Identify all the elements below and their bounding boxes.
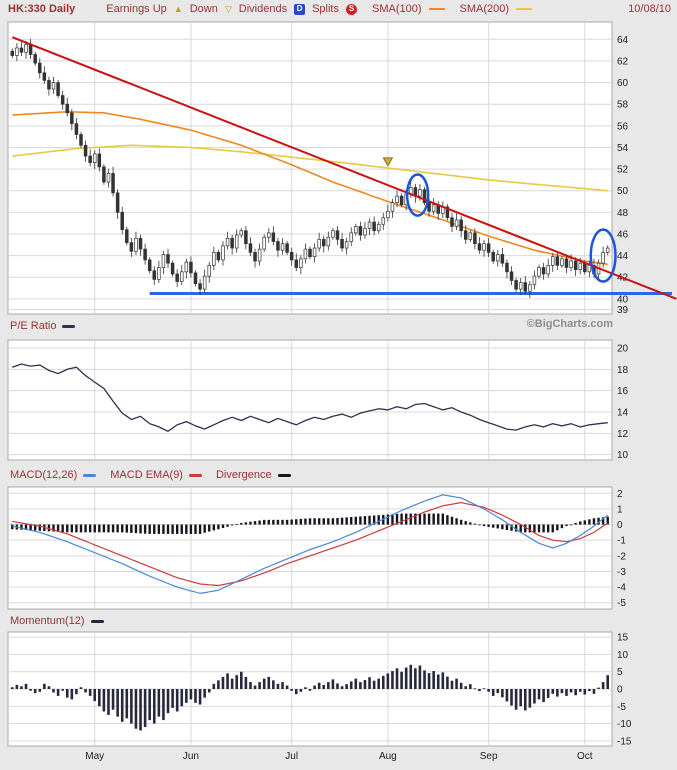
- svg-text:-4: -4: [617, 583, 626, 594]
- svg-text:-15: -15: [617, 736, 632, 747]
- svg-text:58: 58: [617, 100, 629, 111]
- earnings-up-label: Earnings Up: [106, 3, 167, 15]
- divergence-label: Divergence: [215, 469, 272, 481]
- svg-text:0: 0: [617, 685, 623, 696]
- svg-text:0: 0: [617, 520, 623, 531]
- chart-header: HK:330 Daily Earnings Up ▲ Down ▽ Divide…: [8, 3, 671, 15]
- momentum-bar-swatch: [90, 619, 104, 623]
- svg-text:Oct: Oct: [577, 751, 593, 762]
- svg-text:48: 48: [617, 208, 629, 219]
- divergence-histogram: [11, 513, 609, 534]
- svg-text:62: 62: [617, 56, 629, 67]
- symbol-label: HK:330 Daily: [8, 3, 76, 15]
- macd-line: [12, 494, 609, 595]
- momentum-legend-row: Momentum(12): [10, 615, 104, 627]
- sma200-line-swatch: [516, 8, 533, 10]
- sma100-line-swatch: [428, 8, 445, 10]
- svg-text:39: 39: [617, 305, 629, 316]
- svg-text:56: 56: [617, 121, 629, 132]
- earnings-down-marker: [382, 157, 394, 167]
- pe_ratio-panel: 20 18 16 14 12 10: [7, 339, 629, 461]
- macd-line-swatch: [83, 473, 97, 477]
- svg-text:Jun: Jun: [183, 751, 199, 762]
- bigcharts-watermark: ©BigCharts.com: [526, 318, 613, 330]
- dividends-label: Dividends: [238, 3, 288, 15]
- svg-text:-1: -1: [617, 536, 626, 547]
- earnings-down-label: Down: [189, 3, 218, 15]
- pe-line-swatch: [62, 324, 76, 328]
- divergence-swatch: [277, 473, 291, 477]
- pe-line: [12, 363, 608, 432]
- svg-text:-5: -5: [617, 702, 626, 713]
- date-label: 10/08/10: [628, 3, 671, 15]
- macd-ema-label: MACD EMA(9): [110, 469, 183, 481]
- macd-legend-row: MACD(12,26) MACD EMA(9) Divergence: [10, 469, 291, 481]
- svg-text:5: 5: [617, 667, 623, 678]
- svg-text:44: 44: [617, 251, 629, 262]
- svg-text:64: 64: [617, 35, 629, 46]
- macd-signal-line: [12, 501, 609, 587]
- trendline: [11, 36, 677, 300]
- earnings-down-icon: ▽: [224, 3, 232, 14]
- svg-text:-3: -3: [617, 567, 626, 578]
- svg-text:Jul: Jul: [285, 751, 298, 762]
- svg-text:12: 12: [617, 429, 629, 440]
- momentum-label: Momentum(12): [10, 615, 85, 627]
- svg-text:-5: -5: [617, 598, 626, 609]
- svg-text:18: 18: [617, 365, 629, 376]
- pe-legend-row: P/E Ratio: [10, 320, 76, 332]
- svg-text:May: May: [85, 751, 104, 762]
- svg-text:15: 15: [617, 633, 629, 644]
- svg-text:Aug: Aug: [379, 751, 397, 762]
- momentum-panel: 15 10 5 0 -5 -10 -15: [7, 631, 632, 747]
- annotation-circle-2: [589, 228, 617, 283]
- dividend-icon: D: [294, 3, 306, 15]
- svg-text:10: 10: [617, 650, 629, 661]
- price-panel: 6462605856545250484644424039: [7, 21, 677, 316]
- sma200-line: [12, 144, 608, 192]
- macd-panel: 2 1 0 -1 -2 -3 -4 -5: [7, 486, 626, 610]
- svg-text:-2: -2: [617, 551, 626, 562]
- svg-text:-10: -10: [617, 719, 632, 730]
- svg-text:52: 52: [617, 165, 629, 176]
- earnings-up-icon: ▲: [173, 3, 183, 14]
- macd-label: MACD(12,26): [10, 469, 78, 481]
- splits-label: Splits: [312, 3, 339, 15]
- svg-text:50: 50: [617, 186, 629, 197]
- svg-text:20: 20: [617, 344, 629, 355]
- pe-ratio-label: P/E Ratio: [10, 320, 57, 332]
- svg-text:40: 40: [617, 294, 629, 305]
- svg-text:54: 54: [617, 143, 629, 154]
- svg-text:60: 60: [617, 78, 629, 89]
- momentum-bars: [10, 664, 610, 731]
- svg-text:1: 1: [617, 504, 623, 515]
- sma200-label: SMA(200): [459, 3, 510, 15]
- splits-icon: S: [346, 3, 357, 15]
- macd-signal-swatch: [188, 473, 202, 477]
- svg-text:2: 2: [617, 489, 623, 500]
- svg-text:16: 16: [617, 386, 629, 397]
- sma100-label: SMA(100): [372, 3, 422, 15]
- svg-text:10: 10: [617, 450, 629, 461]
- svg-text:14: 14: [617, 408, 629, 419]
- svg-text:Sep: Sep: [480, 751, 498, 762]
- annotation-circle-1: [405, 173, 430, 217]
- svg-text:46: 46: [617, 229, 629, 240]
- x-axis-month-labels: May Jun Jul Aug Sep Oct: [85, 751, 593, 762]
- sma100-line: [12, 110, 608, 266]
